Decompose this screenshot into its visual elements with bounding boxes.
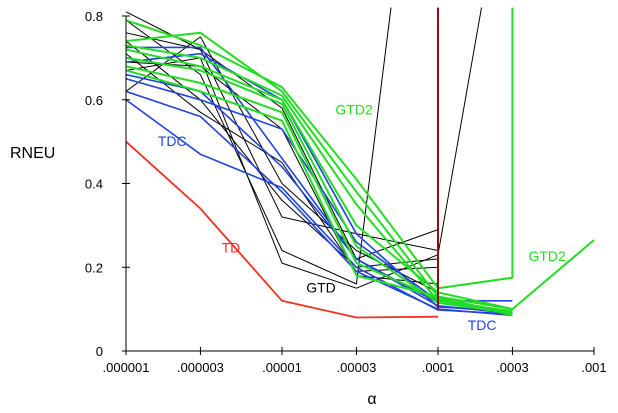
annotations-layer: GTD2 TDC TD GTD GTD2 TDC <box>158 101 566 333</box>
series-line-gtd-7 <box>125 7 482 289</box>
x-tick-label: .0003 <box>496 360 529 375</box>
series-label-gtd2: GTD2 <box>335 101 373 117</box>
x-tick-label: .000001 <box>103 360 150 375</box>
series-line-gtd2-16 <box>125 31 595 311</box>
series-line-gtd2-17 <box>125 44 513 313</box>
series-lines-layer <box>125 7 595 319</box>
series-line-gtd2-20 <box>125 65 513 314</box>
series-line-td-0 <box>125 140 439 319</box>
series-label-tdc: TDC <box>158 133 187 149</box>
y-tick-label: 0.4 <box>85 177 103 192</box>
y-tick-label: 0.2 <box>85 260 103 275</box>
x-axis-title: α <box>367 391 376 408</box>
y-axis-title: RNEU <box>10 145 55 162</box>
x-tick-label: .000003 <box>177 360 224 375</box>
series-label-gtd2: GTD2 <box>528 248 566 264</box>
series-label-tdc: TDC <box>468 317 497 333</box>
y-tick-label: 0.8 <box>85 9 103 24</box>
series-line-gtd-4 <box>125 40 439 268</box>
series-line-tdc-13 <box>125 99 513 315</box>
x-tick-label: .00003 <box>337 360 377 375</box>
series-line-gtd2-19 <box>125 56 513 315</box>
y-tick-label: 0.6 <box>85 93 103 108</box>
series-line-gtd2-15 <box>125 7 514 290</box>
series-line-gtd2-21 <box>125 69 513 317</box>
series-label-gtd: GTD <box>306 279 336 295</box>
x-tick-label: .0001 <box>422 360 455 375</box>
x-tick-label: .001 <box>581 360 606 375</box>
series-line-gtd2-18 <box>125 48 513 311</box>
ticks-layer: .000001 .000003 .00001 .00003 .0001 .0003 .001… <box>85 9 607 375</box>
x-tick-label: .00001 <box>262 360 302 375</box>
series-line-gtd-3 <box>125 32 439 260</box>
series-label-td: TD <box>222 240 241 256</box>
y-tick-label: 0 <box>96 344 103 359</box>
